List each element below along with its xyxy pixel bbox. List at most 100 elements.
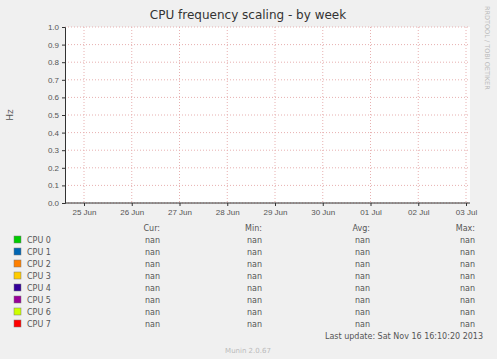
y-tick: 0.6 [48, 93, 65, 102]
x-tick-label: 28 Jun [216, 208, 240, 217]
legend-stat: nan [247, 260, 262, 269]
y-tick-label: 0.0 [48, 199, 60, 208]
x-tick: 01 Jul [360, 203, 382, 217]
y-tick-label: 1.0 [48, 23, 60, 32]
legend-stat: nan [460, 296, 475, 305]
y-tick-mark [62, 185, 65, 186]
legend-stat: nan [145, 308, 160, 317]
x-tick-label: 26 Jun [120, 208, 144, 217]
y-tick-mark [62, 168, 65, 169]
legend-entry: CPU 2 [27, 260, 51, 269]
y-tick: 0.5 [48, 111, 65, 120]
legend-stat: nan [460, 236, 475, 245]
legend-swatch [14, 320, 21, 327]
y-tick-mark [62, 203, 65, 204]
legend-stat: nan [247, 320, 262, 329]
x-tick-mark [84, 203, 85, 206]
y-tick-label: 0.3 [48, 146, 60, 155]
y-axis: 0.00.10.20.30.40.50.60.70.80.91.0 [48, 23, 66, 208]
y-grid-line [65, 185, 470, 186]
y-tick: 0.7 [48, 76, 65, 85]
y-tick: 1.0 [48, 23, 65, 32]
legend-stat: nan [247, 296, 262, 305]
legend-entry: CPU 1 [27, 248, 51, 257]
legend-swatch [14, 272, 21, 279]
side-label: RRDTOOL / TOBI OETIKER [483, 6, 491, 90]
x-grid-line [84, 27, 85, 203]
legend-stat: nan [460, 248, 475, 257]
x-tick-mark [418, 203, 419, 206]
y-grid-line [65, 79, 470, 80]
x-grid-line [131, 27, 132, 203]
x-tick: 02 Jul [408, 203, 430, 217]
legend-stat: nan [355, 248, 370, 257]
legend-swatch [14, 236, 21, 243]
x-tick: 25 Jun [72, 203, 96, 217]
legend-stat: nan [247, 284, 262, 293]
legend-entry: CPU 5 [27, 296, 51, 305]
legend-stat: nan [145, 236, 160, 245]
title: CPU frequency scaling - by week [150, 8, 346, 22]
x-grid-line [179, 27, 180, 203]
x-tick-label: 30 Jun [311, 208, 335, 217]
legend-stat: nan [145, 296, 160, 305]
x-tick-mark [227, 203, 228, 206]
y-grid-line [65, 150, 470, 151]
y-tick-label: 0.7 [48, 76, 60, 85]
x-tick-label: 25 Jun [72, 208, 96, 217]
legend-stat: nan [355, 296, 370, 305]
y-axis-title: Hz [5, 109, 15, 121]
y-grid-line [65, 167, 470, 168]
y-tick-label: 0.2 [48, 164, 60, 173]
y-grid-line [65, 27, 470, 28]
legend-stat: nan [145, 248, 160, 257]
y-tick: 0.4 [48, 129, 65, 138]
footer: Last update: Sat Nov 16 16:10:20 2013 [325, 332, 483, 341]
y-grid-line [65, 203, 470, 204]
grid [65, 27, 470, 203]
legend-stat: nan [460, 320, 475, 329]
legend-stat: nan [247, 308, 262, 317]
legend-stat: nan [355, 320, 370, 329]
chart: 0.00.10.20.30.40.50.60.70.80.91.025 Jun2… [0, 0, 497, 359]
legend-stat: nan [247, 272, 262, 281]
legend-entry: CPU 0 [27, 236, 51, 245]
y-tick-label: 0.1 [48, 181, 60, 190]
legend-column-header: Max: [456, 224, 475, 233]
y-tick-mark [62, 62, 65, 63]
legend-entry: CPU 4 [27, 284, 51, 293]
credit: Munin 2.0.67 [225, 347, 271, 355]
plot-area [65, 27, 470, 203]
x-tick-mark [180, 203, 181, 206]
legend-stat: nan [145, 284, 160, 293]
legend-swatch [14, 284, 21, 291]
y-tick-mark [62, 97, 65, 98]
x-tick-label: 29 Jun [263, 208, 287, 217]
x-tick-label: 02 Jul [408, 208, 430, 217]
y-tick: 0.3 [48, 146, 65, 155]
axis-line [65, 203, 470, 204]
legend-swatch [14, 308, 21, 315]
x-tick: 27 Jun [168, 203, 192, 217]
legend-swatch [14, 296, 21, 303]
legend-column-header: Min: [245, 224, 262, 233]
y-tick-mark [62, 150, 65, 151]
x-grid-line [322, 27, 323, 203]
y-tick: 0.0 [48, 199, 65, 208]
y-grid-line [65, 62, 470, 63]
x-tick-mark [323, 203, 324, 206]
x-tick-mark [275, 203, 276, 206]
x-tick-label: 27 Jun [168, 208, 192, 217]
legend-swatch [14, 260, 21, 267]
x-tick-label: 03 Jul [456, 208, 478, 217]
x-tick-mark [132, 203, 133, 206]
x-axis: 25 Jun 26 Jun 27 Jun 28 Jun 29 Jun 30 Jun 01 J… [65, 203, 477, 217]
legend-stat: nan [145, 320, 160, 329]
legend-column-header: Cur: [144, 224, 161, 233]
x-tick: 26 Jun [120, 203, 144, 217]
legend-stat: nan [145, 260, 160, 269]
x-tick-mark [371, 203, 372, 206]
x-grid-line [418, 27, 419, 203]
y-tick-label: 0.4 [48, 129, 60, 138]
y-tick: 0.8 [48, 58, 65, 67]
